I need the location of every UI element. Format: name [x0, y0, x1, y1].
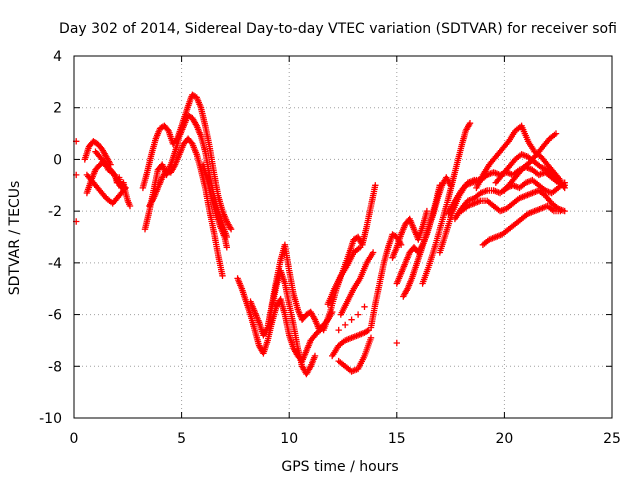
series-arc-22 — [419, 120, 474, 287]
series-arc-3 — [83, 171, 129, 207]
plot-frame — [73, 55, 613, 419]
x-tick-label: 20 — [495, 431, 513, 447]
y-tick-label: 4 — [53, 49, 62, 65]
series-arc-26 — [458, 187, 568, 215]
plus-markers — [419, 120, 474, 287]
plus-markers — [81, 138, 114, 168]
plus-markers — [479, 202, 564, 248]
plus-markers — [337, 249, 377, 318]
y-tick-label: -10 — [39, 411, 62, 427]
plus-markers — [458, 187, 568, 215]
series-arc-17 — [335, 334, 375, 375]
plus-markers — [264, 241, 336, 334]
plus-markers — [335, 303, 368, 334]
plus-markers — [501, 130, 560, 194]
y-tick-label: -6 — [48, 308, 62, 324]
x-tick-label: 15 — [388, 431, 406, 447]
series-arc-4 — [92, 148, 134, 210]
plus-markers — [73, 138, 400, 347]
plus-markers — [400, 174, 454, 300]
plus-markers — [146, 135, 226, 279]
series-arc-11 — [264, 241, 336, 334]
y-tick-label: -4 — [48, 256, 62, 272]
plus-markers — [83, 171, 129, 207]
x-tick-label: 0 — [70, 431, 79, 447]
plus-markers — [199, 161, 230, 251]
plus-markers — [389, 207, 431, 261]
series-arc-13 — [324, 244, 364, 308]
series-arc-21 — [400, 174, 454, 300]
data-marks — [73, 91, 568, 378]
series-arc-8 — [199, 161, 230, 251]
plus-markers — [324, 244, 364, 308]
plus-markers — [247, 267, 319, 378]
y-tick-label: -8 — [48, 359, 62, 375]
series-arc-30 — [479, 202, 564, 248]
plus-markers — [367, 231, 405, 331]
chart-title: Day 302 of 2014, Sidereal Day-to-day VTE… — [59, 21, 617, 37]
y-tick-labels: -10 -8 -6 -4 -2 0 2 4 — [39, 49, 62, 427]
x-tick-label: 5 — [177, 431, 186, 447]
series-arc-29 — [501, 130, 560, 194]
plus-markers — [92, 148, 134, 210]
series-arc-16 — [329, 326, 372, 360]
y-tick-label: 2 — [53, 101, 62, 117]
series-arc-15 — [335, 303, 368, 334]
series-arc-19 — [389, 207, 431, 261]
series-scatter-points — [73, 138, 400, 347]
x-axis-label: GPS time / hours — [281, 459, 398, 475]
x-tick-labels: 0 5 10 15 20 25 — [70, 431, 621, 447]
series-arc-14 — [337, 249, 377, 318]
y-axis-label: SDTVAR / TECUs — [7, 181, 23, 296]
series-arc-18 — [367, 231, 405, 331]
series-arc-28 — [492, 151, 568, 192]
series-arc-7 — [146, 135, 226, 279]
plus-markers — [492, 151, 568, 192]
series-arc-10 — [247, 267, 319, 378]
y-tick-label: -2 — [48, 204, 62, 220]
y-tick-label: 0 — [53, 152, 62, 168]
series-arc-2 — [81, 138, 114, 168]
x-tick-label: 25 — [603, 431, 621, 447]
x-tick-label: 10 — [280, 431, 298, 447]
plus-markers — [335, 334, 375, 375]
plus-markers — [329, 326, 372, 360]
